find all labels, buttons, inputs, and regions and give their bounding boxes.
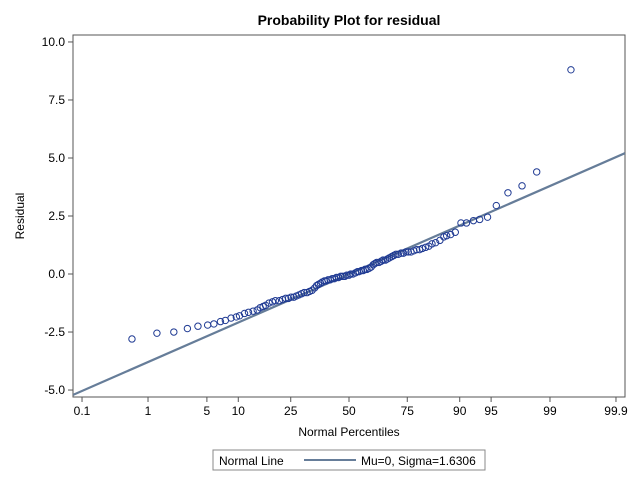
data-point	[492, 201, 500, 210]
legend-title: Normal Line	[219, 454, 284, 468]
normal-reference-line	[73, 152, 625, 396]
data-point	[475, 215, 484, 224]
y-tick-label: 2.5	[48, 209, 65, 223]
data-point	[383, 255, 392, 263]
y-tick-label: -2.5	[44, 325, 65, 339]
data-point	[567, 66, 575, 74]
x-tick-label: 5	[204, 404, 211, 418]
data-point	[249, 307, 257, 315]
data-point	[442, 232, 451, 240]
legend-entry-label: Mu=0, Sigma=1.6306	[361, 454, 476, 468]
x-tick-label: 95	[484, 404, 498, 418]
data-point	[232, 313, 241, 321]
data-point	[287, 293, 295, 301]
y-tick-label: 5.0	[48, 151, 65, 165]
data-point	[533, 168, 541, 176]
data-point	[451, 228, 459, 236]
plot-frame	[72, 34, 626, 398]
data-point	[345, 271, 353, 279]
legend: Normal Line Mu=0, Sigma=1.6306	[212, 449, 486, 471]
plot-area	[72, 34, 626, 398]
y-tick-label: 0.0	[48, 267, 65, 281]
x-tick-label: 0.1	[74, 404, 91, 418]
data-point	[128, 335, 136, 343]
y-tick-label: 7.5	[48, 93, 65, 107]
data-point	[379, 256, 387, 264]
data-point	[194, 322, 202, 330]
x-tick-label: 25	[284, 404, 298, 418]
data-point	[504, 189, 512, 197]
chart-title: Probability Plot for residual	[258, 12, 441, 28]
data-point	[421, 243, 430, 252]
data-point	[216, 317, 225, 326]
data-point	[227, 314, 235, 322]
data-point	[312, 281, 321, 290]
x-axis: 0.1 1 5 10 25 50 75 90 95 99 99.9	[74, 397, 628, 418]
data-point	[431, 238, 440, 247]
data-point	[282, 294, 290, 303]
data-point	[170, 328, 178, 336]
data-point	[361, 265, 369, 274]
x-tick-label: 75	[401, 404, 415, 418]
data-point	[210, 320, 218, 328]
data-point	[457, 219, 465, 227]
data-point	[240, 309, 249, 318]
data-point	[392, 250, 400, 258]
data-point	[446, 230, 455, 239]
y-tick-label: 10.0	[42, 35, 66, 49]
data-point	[183, 324, 192, 333]
data-point	[413, 245, 421, 254]
x-tick-label: 1	[145, 404, 152, 418]
y-axis-title: Residual	[13, 193, 27, 240]
data-point	[275, 296, 283, 305]
data-point	[483, 213, 492, 221]
x-tick-label: 90	[453, 404, 467, 418]
x-tick-label: 10	[232, 404, 246, 418]
data-point	[153, 329, 161, 337]
data-point	[371, 259, 379, 268]
x-tick-label: 50	[342, 404, 356, 418]
data-point	[308, 286, 316, 294]
data-point	[377, 257, 385, 265]
data-point	[300, 288, 308, 297]
data-point	[518, 182, 526, 190]
data-point	[347, 270, 355, 278]
data-point	[404, 248, 412, 256]
data-point	[397, 249, 405, 257]
data-point	[373, 258, 381, 267]
data-point	[428, 240, 436, 248]
y-tick-label: -5.0	[44, 383, 65, 397]
y-axis: -5.0 -2.5 0.0 2.5 5.0 7.5 10.0	[42, 35, 73, 397]
data-point	[418, 244, 426, 253]
x-tick-label: 99	[543, 404, 557, 418]
x-axis-title: Normal Percentiles	[298, 425, 399, 439]
data-point	[265, 299, 273, 307]
data-point	[244, 308, 253, 317]
data-point	[203, 321, 212, 329]
data-point	[462, 219, 471, 227]
data-point	[271, 296, 280, 305]
data-point	[402, 248, 410, 256]
x-tick-label: 99.9	[604, 404, 628, 418]
